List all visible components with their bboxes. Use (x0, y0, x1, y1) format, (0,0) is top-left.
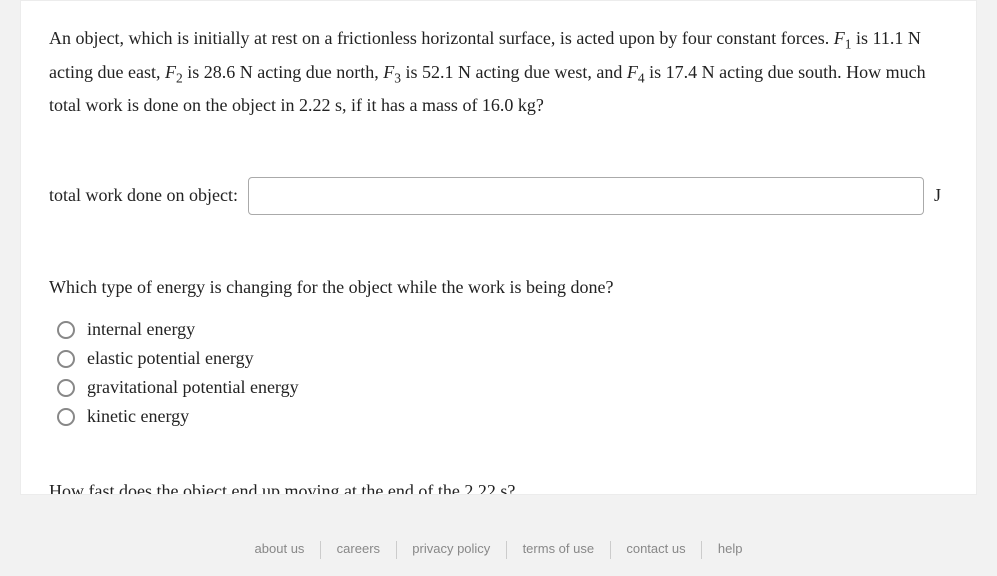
option-elastic-potential[interactable]: elastic potential energy (49, 344, 948, 373)
radio-icon (57, 408, 75, 426)
answer-unit: J (934, 185, 948, 206)
radio-icon (57, 321, 75, 339)
problem-statement: An object, which is initially at rest on… (49, 23, 948, 121)
footer-link-about[interactable]: about us (243, 541, 317, 556)
radio-icon (57, 350, 75, 368)
radio-icon (57, 379, 75, 397)
f2-symbol: F (165, 62, 176, 82)
cutoff-question: How fast does the object end up moving a… (49, 477, 948, 495)
option-kinetic-energy[interactable]: kinetic energy (49, 402, 948, 431)
footer-separator (701, 541, 702, 559)
footer-separator (320, 541, 321, 559)
f3-sub: 3 (394, 70, 401, 85)
footer-link-careers[interactable]: careers (325, 541, 392, 556)
option-internal-energy[interactable]: internal energy (49, 315, 948, 344)
f2-text: is 28.6 N acting due north, (187, 62, 383, 82)
answer-label: total work done on object: (49, 185, 238, 206)
problem-intro: An object, which is initially at rest on… (49, 28, 834, 48)
options-list: internal energy elastic potential energy… (49, 315, 948, 431)
answer-row: total work done on object: J (49, 177, 948, 215)
footer-separator (610, 541, 611, 559)
f3-text: is 52.1 N acting due west, and (405, 62, 626, 82)
footer-separator (396, 541, 397, 559)
question-card: An object, which is initially at rest on… (20, 0, 977, 495)
footer-link-contact[interactable]: contact us (614, 541, 697, 556)
option-label: gravitational potential energy (87, 377, 299, 398)
f1-symbol: F (834, 28, 845, 48)
f4-symbol: F (627, 62, 638, 82)
option-gravitational-potential[interactable]: gravitational potential energy (49, 373, 948, 402)
option-label: kinetic energy (87, 406, 189, 427)
f1-sub: 1 (845, 37, 852, 52)
option-label: internal energy (87, 319, 195, 340)
footer-separator (506, 541, 507, 559)
subquestion-text: Which type of energy is changing for the… (49, 273, 948, 302)
footer-link-terms[interactable]: terms of use (511, 541, 607, 556)
f2-sub: 2 (176, 70, 183, 85)
footer-link-privacy[interactable]: privacy policy (400, 541, 502, 556)
total-work-input[interactable] (248, 177, 924, 215)
f4-sub: 4 (638, 70, 645, 85)
page-footer: about us careers privacy policy terms of… (0, 541, 997, 559)
option-label: elastic potential energy (87, 348, 254, 369)
f3-symbol: F (383, 62, 394, 82)
footer-link-help[interactable]: help (706, 541, 755, 556)
